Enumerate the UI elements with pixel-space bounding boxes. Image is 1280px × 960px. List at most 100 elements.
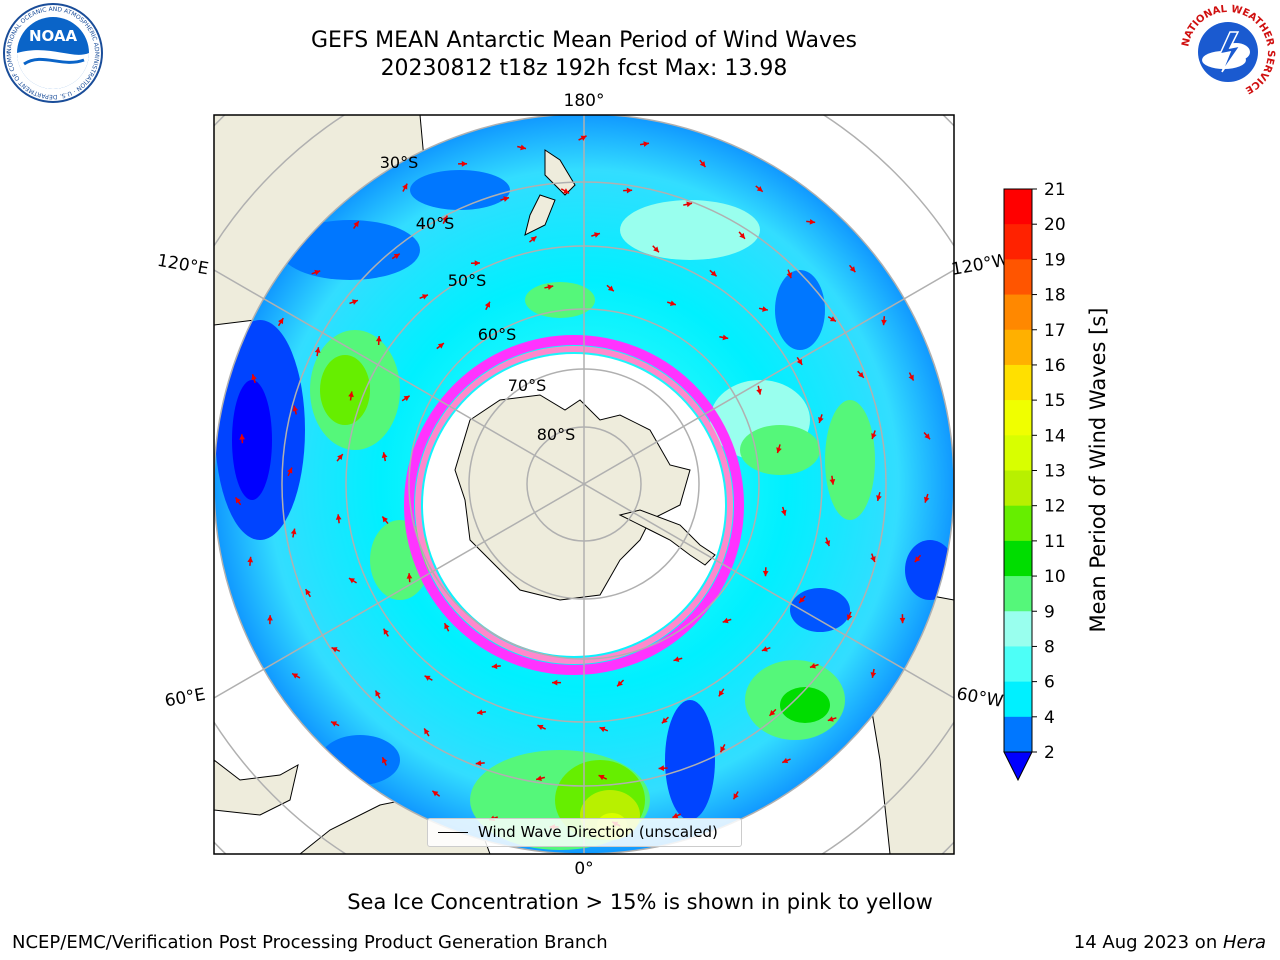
wave-direction-arrowhead	[796, 358, 803, 365]
colorbar-tick-label: 17	[1044, 321, 1066, 341]
wave-direction-arrowhead	[870, 672, 877, 678]
wave-direction-arrowhead	[547, 284, 554, 290]
antarctic-peninsula	[618, 509, 716, 566]
wave-direction-arrowhead	[733, 793, 739, 800]
legend-line-swatch	[438, 832, 468, 833]
wave-direction-arrowhead	[876, 495, 882, 501]
wave-direction-arrowhead	[594, 232, 600, 238]
colorbar-tick-label: 14	[1044, 426, 1066, 446]
date-text: 14 Aug 2023 on Hera	[1074, 932, 1266, 953]
wave-direction-arrowhead	[718, 690, 725, 697]
wave-direction-arrowhead	[899, 617, 906, 624]
colorbar-segment	[1004, 400, 1032, 436]
wave-direction-arrowhead	[756, 388, 762, 395]
colorbar-segment	[1004, 681, 1032, 718]
wave-direction-arrowhead	[552, 679, 558, 686]
lat-label-50s: 50°S	[448, 271, 487, 290]
wave-direction-arrowhead	[290, 528, 297, 535]
wave-direction-arrowhead	[786, 272, 793, 279]
wave-direction-arrowhead	[849, 266, 856, 273]
wave-direction-arrowhead	[235, 497, 241, 504]
colorbar-segment	[1004, 294, 1032, 331]
wave-direction-arrowhead	[348, 391, 354, 398]
wave-direction-arrowhead	[769, 710, 776, 716]
wave-direction-arrowhead	[914, 556, 921, 563]
wave-direction-arrowhead	[247, 556, 254, 563]
wave-direction-arrowhead	[375, 335, 382, 342]
wave-direction-arrowhead	[686, 201, 693, 208]
colorbar-segment	[1004, 259, 1032, 296]
colorbar-tick-label: 4	[1044, 708, 1055, 728]
wave-direction-arrowhead	[799, 597, 805, 603]
wave-direction-arrowhead	[673, 656, 680, 662]
wave-direction-arrowhead	[292, 673, 299, 679]
wave-direction-arrowhead	[710, 270, 717, 277]
wave-direction-arrowhead	[491, 663, 498, 670]
wave-direction-arrowhead	[475, 760, 482, 767]
wave-direction-arrowhead	[870, 556, 876, 563]
colorbar-tick-label: 12	[1044, 497, 1066, 517]
legend: Wind Wave Direction (unscaled)	[427, 818, 742, 847]
wave-direction-arrowhead	[403, 395, 410, 402]
wave-direction-arrowhead	[331, 647, 338, 653]
colorbar-tick-label: 15	[1044, 391, 1066, 411]
wave-direction-arrowhead	[782, 757, 789, 764]
lon-label-0: 0°	[574, 859, 593, 879]
wave-direction-arrowhead	[305, 589, 311, 596]
wave-direction-arrowhead	[809, 218, 816, 225]
wave-direction-arrowhead	[923, 496, 930, 503]
colorbar-segment	[1004, 189, 1032, 225]
wave-direction-arrowhead	[239, 434, 246, 440]
legend-label: Wind Wave Direction (unscaled)	[478, 823, 718, 841]
lon-label-180: 180°	[564, 91, 605, 111]
wave-direction-arrowhead	[314, 269, 321, 276]
map-frame	[213, 114, 955, 855]
wave-direction-arrowhead	[818, 417, 824, 423]
lat-label-70s: 70°S	[508, 376, 547, 395]
wave-direction-arrowhead	[530, 236, 537, 243]
wave-direction-arrowhead	[314, 347, 321, 353]
lon-label-120e: 120°E	[156, 251, 210, 280]
wave-direction-arrowhead	[267, 615, 273, 621]
wave-direction-arrowhead	[444, 623, 450, 630]
colorbar-segment	[1004, 646, 1032, 683]
wave-direction-arrowhead	[722, 334, 729, 341]
wave-direction-arrowhead	[781, 509, 787, 516]
colorbar-extend-triangle	[1003, 751, 1033, 782]
wave-direction-arrowhead	[858, 371, 864, 378]
wave-direction-arrowhead	[599, 726, 606, 733]
colorbar-tick-label: 2	[1044, 743, 1055, 763]
colorbar-segment	[1004, 505, 1032, 542]
wave-direction-arrowhead	[881, 319, 887, 326]
wave-direction-arrowhead	[422, 294, 428, 300]
wave-direction-arrowhead	[762, 570, 769, 577]
wave-direction-arrowhead	[287, 467, 293, 474]
colorbar-tick-label: 6	[1044, 673, 1055, 693]
colorbar-tick-label: 11	[1044, 532, 1066, 552]
colorbar-segment	[1004, 224, 1032, 260]
wave-direction-arrowhead	[348, 578, 355, 584]
wave-direction-arrowhead	[424, 728, 430, 735]
colorbar: 21 20 19 18 17 16 15 14 13 12 11 10 9 8 6 4 2	[1003, 180, 1066, 782]
colorbar-tick-label: 16	[1044, 356, 1066, 376]
graticule	[214, 115, 954, 854]
wave-direction-arrowhead	[626, 187, 633, 194]
wave-direction-arrowhead	[846, 614, 853, 621]
wave-direction-arrowhead	[607, 285, 614, 292]
noaa-logo-text: NOAA	[29, 27, 78, 45]
lat-label-40s: 40°S	[416, 214, 455, 233]
wave-direction-arrowhead	[351, 299, 358, 305]
wave-direction-arrowhead	[402, 183, 408, 190]
wave-direction-arrowhead	[661, 717, 668, 724]
antarctica-land	[454, 394, 691, 601]
wave-direction-arrowhead	[761, 646, 768, 652]
wave-direction-arrowhead	[827, 716, 834, 722]
wave-direction-arrowhead	[809, 663, 816, 669]
wave-direction-arrowhead	[375, 690, 381, 697]
colorbar-tick-label: 20	[1044, 215, 1066, 235]
colorbar-tick-label: 13	[1044, 462, 1066, 482]
wave-direction-arrowhead	[643, 141, 649, 147]
lon-label-60e: 60°E	[163, 685, 207, 712]
wave-direction-arrowhead	[563, 188, 570, 194]
wave-direction-arrowhead	[924, 433, 930, 440]
